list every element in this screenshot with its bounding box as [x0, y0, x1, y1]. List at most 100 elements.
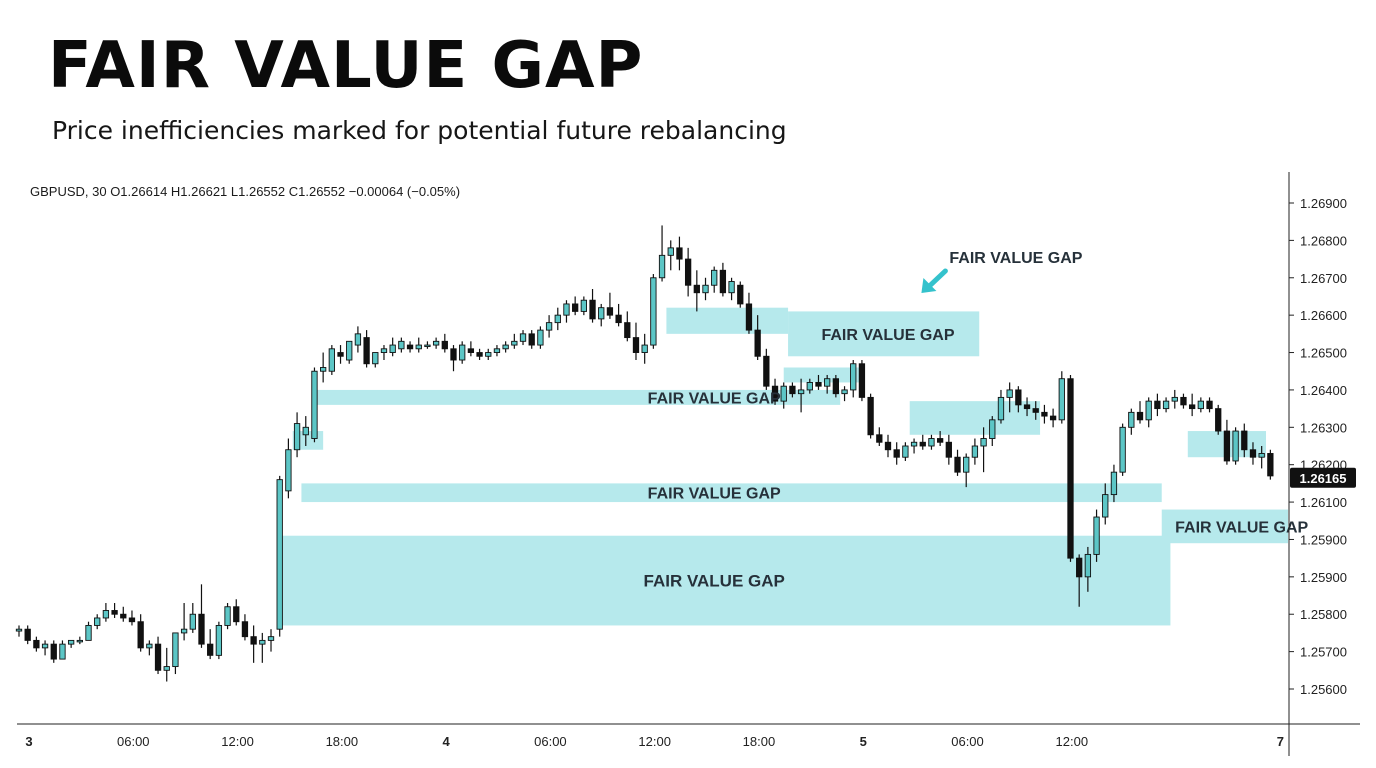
candle [259, 632, 266, 663]
candle-body [919, 441, 926, 447]
candle-body [1076, 557, 1083, 578]
candle-body [493, 348, 501, 353]
candle [1249, 442, 1257, 465]
candle-body [910, 441, 918, 447]
x-tick-label: 7 [1277, 734, 1284, 749]
candle [606, 292, 614, 319]
fvg-zone [909, 401, 1041, 435]
x-tick-label: 12:00 [221, 734, 254, 749]
candle-body [945, 441, 952, 458]
x-tick-label: 18:00 [326, 734, 359, 749]
candle-body [1258, 453, 1265, 458]
candle [780, 382, 787, 409]
candle [1188, 393, 1196, 417]
y-tick-label: 1.26600 [1300, 308, 1347, 323]
candle-body [250, 636, 257, 645]
candle-body [432, 340, 440, 346]
candle-body [728, 281, 735, 294]
candle-body [954, 456, 961, 473]
candle [476, 348, 483, 361]
y-tick-label: 1.25700 [1300, 645, 1347, 660]
candle [328, 345, 335, 375]
candle [398, 337, 405, 353]
candle-body [137, 621, 144, 649]
candle [1180, 393, 1187, 409]
x-tick-label: 06:00 [534, 734, 567, 749]
candle-body [1197, 400, 1204, 410]
x-tick-label: 12:00 [638, 734, 671, 749]
candle-body [511, 340, 518, 346]
candle-body [311, 370, 318, 439]
candle-body [485, 352, 492, 357]
candle [537, 326, 544, 349]
candle-body [615, 314, 622, 324]
candle-body [676, 247, 683, 260]
candle [94, 614, 101, 630]
candle [33, 636, 40, 652]
candle [1015, 386, 1022, 413]
candle-body [824, 378, 831, 387]
candle-body [702, 284, 709, 294]
candle-body [1180, 396, 1187, 406]
candle-body [867, 396, 874, 436]
candle-body [624, 322, 631, 339]
candle-body [1223, 430, 1231, 462]
candle [85, 621, 92, 641]
candle [320, 352, 327, 383]
candle-body [128, 617, 136, 623]
candle [59, 640, 66, 660]
candle [67, 639, 75, 648]
y-tick-label: 1.25900 [1300, 570, 1347, 585]
candle-body [1188, 404, 1196, 410]
fvg-zone [666, 307, 789, 334]
candle-body [398, 340, 405, 350]
candle-body [241, 621, 249, 638]
candle-body [745, 303, 753, 331]
candle-body [1041, 411, 1048, 417]
candle-body [815, 381, 822, 387]
candle [389, 337, 396, 357]
candle [728, 277, 735, 301]
candle [1258, 446, 1265, 469]
candle [910, 438, 918, 454]
candle-body [207, 643, 214, 656]
candle [1171, 389, 1178, 409]
candle-body [528, 333, 535, 346]
candle-body [936, 438, 944, 443]
candle [580, 296, 588, 316]
candle [824, 374, 831, 394]
candle [771, 378, 779, 405]
candle-body [1006, 389, 1013, 398]
candle [902, 442, 909, 461]
candle-body [789, 385, 796, 395]
candle [302, 416, 309, 446]
candle [563, 300, 570, 323]
candle-body [1162, 400, 1170, 410]
candle [841, 386, 848, 402]
candle-body [24, 628, 31, 641]
candle-body [589, 299, 596, 320]
candle-body [67, 639, 75, 645]
candle-body [102, 610, 110, 619]
candle [354, 326, 362, 353]
candle [1197, 397, 1204, 413]
candle [650, 274, 657, 349]
candle-body [1110, 471, 1118, 496]
candle-body [1032, 408, 1039, 413]
candle [337, 345, 344, 364]
candle-body [15, 628, 23, 632]
candle [1102, 483, 1109, 525]
x-tick-label: 06:00 [117, 734, 150, 749]
candle-body [693, 284, 700, 294]
candle-body [224, 606, 231, 626]
fvg-arrow-label: FAIR VALUE GAP [949, 250, 1082, 267]
candle-body [711, 269, 718, 286]
candle [493, 345, 501, 357]
candle [1215, 404, 1222, 435]
candle [632, 322, 640, 361]
candle [267, 629, 275, 652]
candle [120, 606, 127, 622]
candle [406, 341, 414, 353]
candle [1232, 427, 1239, 465]
